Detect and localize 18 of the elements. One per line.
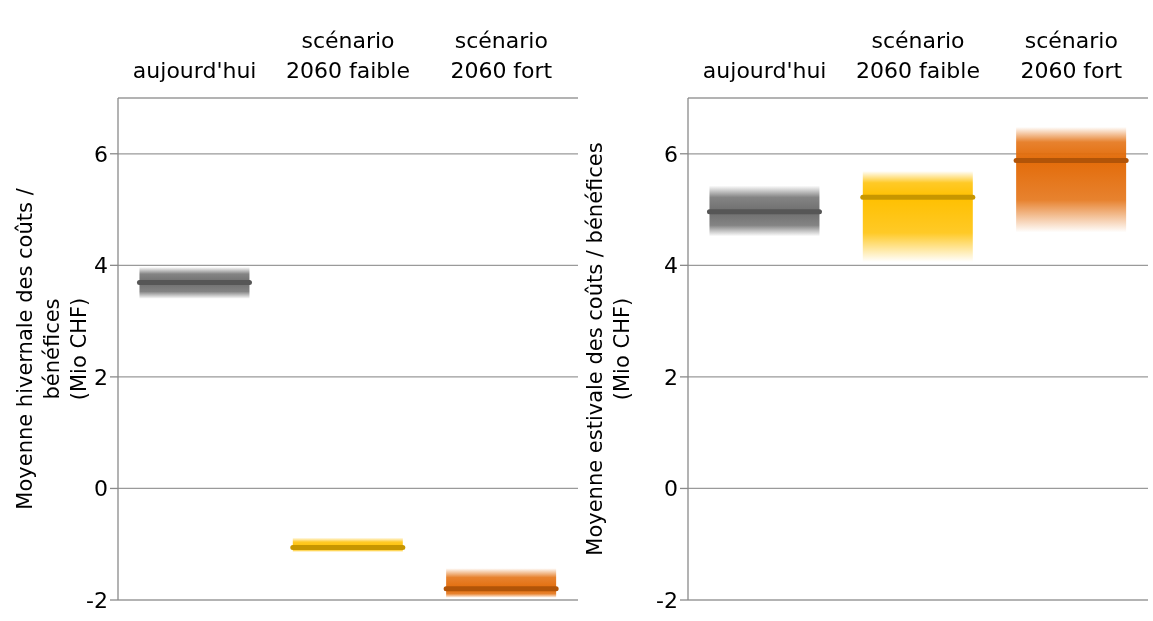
x-tick-label: aujourd'hui bbox=[702, 58, 827, 83]
y-axis-title: Moyenne estivale des coûts / bénéfices (Mio CHF) bbox=[583, 142, 634, 556]
x-tick-label: scénario 2060 fort bbox=[450, 28, 553, 83]
y-tick-label: 2 bbox=[664, 364, 678, 390]
y-tick-label: 0 bbox=[664, 476, 678, 502]
y-tick-label: 4 bbox=[664, 253, 678, 279]
y-axis-title: Moyenne hivernale des coûts / bénéfices (Mio CHF) bbox=[13, 187, 91, 510]
x-tick-label: scénario 2060 faible bbox=[286, 28, 410, 83]
y-tick-label: 6 bbox=[664, 141, 678, 167]
y-tick-label: 0 bbox=[94, 476, 108, 502]
y-tick-label: 4 bbox=[94, 253, 108, 279]
y-tick-label: 2 bbox=[94, 364, 108, 390]
y-tick-label: 6 bbox=[94, 141, 108, 167]
x-tick-label: aujourd'hui bbox=[132, 58, 257, 83]
y-tick-label: -2 bbox=[656, 587, 678, 613]
y-tick-label: -2 bbox=[86, 587, 108, 613]
x-tick-label: scénario 2060 fort bbox=[1020, 28, 1123, 83]
x-tick-label: scénario 2060 faible bbox=[856, 28, 980, 83]
